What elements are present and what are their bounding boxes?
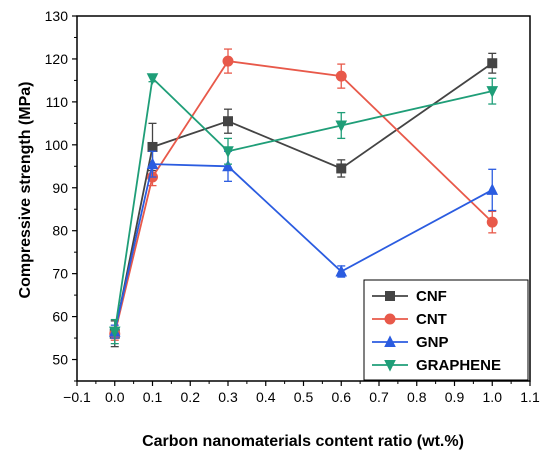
x-tick-label: 0.1	[143, 389, 163, 405]
y-tick-label: 120	[45, 51, 69, 67]
series-layer	[108, 48, 499, 348]
y-tick-label: 50	[52, 352, 68, 368]
legend-marker-gnp	[384, 335, 396, 347]
data-point-cnf	[336, 163, 347, 174]
x-tick-label: 0.4	[256, 389, 276, 405]
data-point-gnp	[335, 264, 348, 277]
legend-marker-cnf	[385, 291, 395, 301]
data-point-cnf	[147, 141, 158, 152]
x-tick-label: 0.6	[332, 389, 352, 405]
legend: CNF CNT GNP GRAPHENE	[363, 279, 529, 381]
legend-label-graphene: GRAPHENE	[416, 357, 501, 374]
data-point-graphene	[222, 146, 234, 158]
y-axis-title: Compressive strength (MPa)	[17, 82, 34, 299]
data-point-graphene	[335, 120, 348, 133]
x-tick-label: 0.8	[407, 389, 427, 405]
y-tick-label: 130	[45, 8, 69, 24]
x-tick-label: 0.3	[218, 389, 238, 405]
x-tick-label: −0.1	[63, 389, 91, 405]
x-tick-label: 1.1	[520, 389, 540, 405]
data-point-graphene	[486, 86, 499, 98]
x-tick-label: 1.0	[483, 389, 503, 405]
y-tick-label: 110	[46, 94, 69, 110]
x-tick-label: 0.5	[294, 389, 314, 405]
data-point-gnp	[146, 157, 159, 170]
y-tick-label: 90	[52, 180, 68, 196]
y-tick-label: 80	[52, 223, 68, 239]
data-point-gnp	[486, 183, 499, 195]
y-tick-label: 100	[45, 137, 69, 153]
data-point-gnp	[222, 159, 234, 172]
legend-marker-cnt	[384, 313, 396, 325]
x-tick-label: 0.9	[445, 389, 465, 405]
x-tick-label: 0.0	[105, 389, 125, 405]
data-point-cnt	[486, 216, 498, 228]
data-point-cnf	[223, 116, 233, 127]
legend-label-cnt: CNT	[416, 311, 447, 328]
y-tick-label: 60	[52, 309, 68, 325]
data-point-graphene	[146, 73, 159, 85]
y-tick-label: 70	[52, 266, 68, 282]
axes: −0.1 0.0 0.1 0.2 0.3 0.4 0.5 0.6 0.7 0.8 0.9 1.0 1.1…	[45, 8, 540, 405]
series-graphene	[108, 73, 499, 345]
data-point-cnt	[335, 70, 347, 82]
data-point-cnt	[222, 55, 234, 67]
x-axis-title: Carbon nanomaterials content ratio (wt.%…	[142, 433, 464, 450]
data-point-graphene	[108, 326, 121, 339]
x-tick-label: 0.7	[369, 389, 389, 405]
data-point-cnf	[487, 58, 498, 69]
x-tick-label: 0.2	[181, 389, 201, 405]
legend-marker-graphene	[384, 360, 396, 372]
legend-label-cnf: CNF	[416, 288, 447, 305]
legend-label-gnp: GNP	[416, 334, 449, 351]
